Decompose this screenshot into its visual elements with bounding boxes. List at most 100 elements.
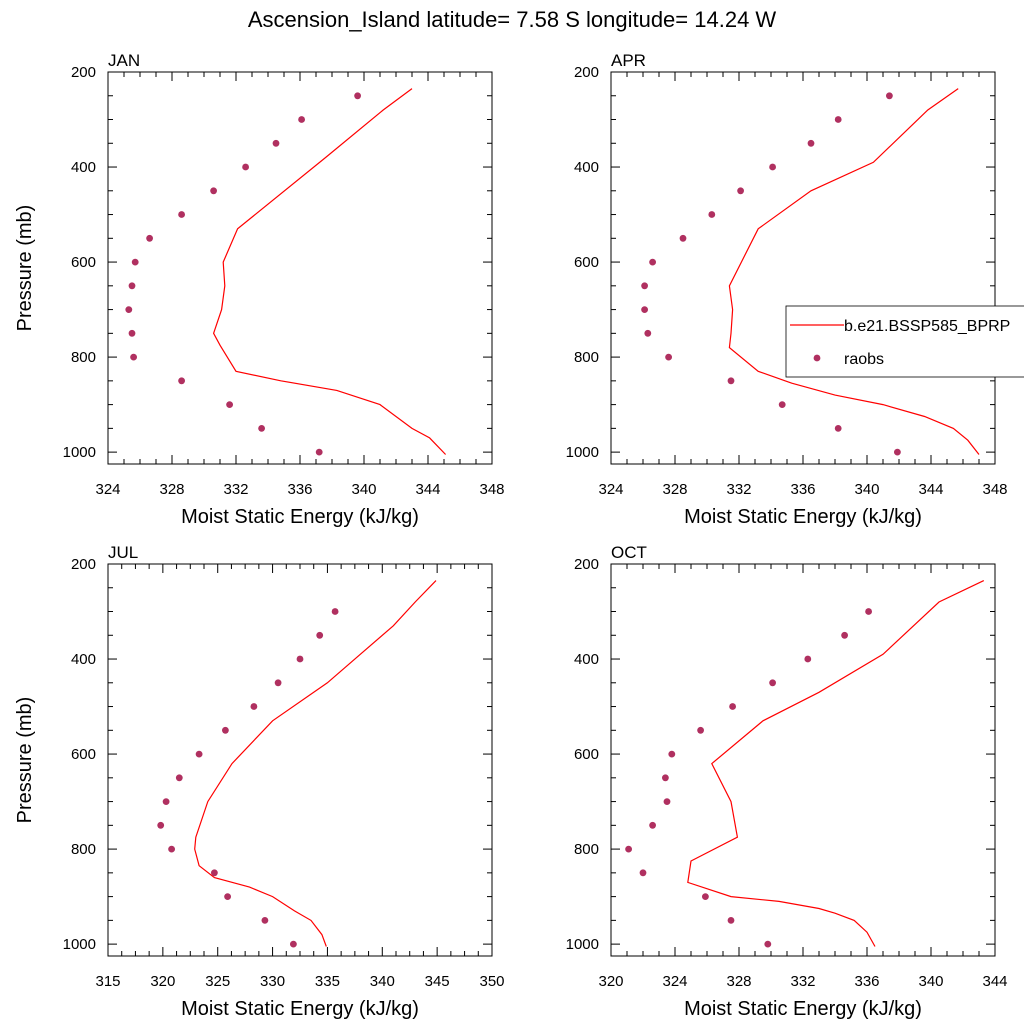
raobs-point <box>128 329 136 337</box>
x-tick-label: 330 <box>260 973 285 990</box>
raobs-point <box>146 234 154 242</box>
raobs-point <box>274 679 282 687</box>
raobs-point <box>315 448 323 456</box>
raobs-point <box>727 917 735 924</box>
panel-title: APR <box>611 51 646 70</box>
raobs-point <box>222 726 229 734</box>
raobs-point <box>211 869 218 877</box>
raobs-point <box>662 774 669 782</box>
raobs-point <box>195 750 203 758</box>
raobs-point <box>702 893 709 900</box>
raobs-point <box>125 306 133 313</box>
panel-jan: JAN 324 328 332 336 340 344 348 200 400 600 800 1000… <box>14 51 505 528</box>
raobs-point <box>128 282 136 290</box>
legend-label: b.e21.BSSP585_BPRP <box>844 318 1010 335</box>
raobs-point <box>261 917 269 924</box>
raobs-point <box>644 329 652 337</box>
raobs-point <box>258 425 265 432</box>
raobs-point <box>834 116 842 123</box>
panel-title: JAN <box>108 51 140 70</box>
model-profile-line <box>212 88 447 455</box>
raobs-point <box>168 845 176 853</box>
x-tick-label: 336 <box>790 481 815 498</box>
x-tick-label: 325 <box>205 973 230 990</box>
raobs-point <box>210 187 218 195</box>
x-axis-label: Moist Static Energy (kJ/kg) <box>684 998 922 1020</box>
y-tick-label: 1000 <box>63 444 96 461</box>
y-tick-label: 400 <box>71 651 96 668</box>
x-tick-label: 335 <box>315 973 340 990</box>
x-tick-label: 332 <box>223 481 248 498</box>
y-tick-label: 200 <box>574 556 599 573</box>
x-tick-label: 344 <box>918 481 943 498</box>
raobs-point <box>697 726 704 734</box>
raobs-point <box>175 774 183 782</box>
raobs-point <box>226 401 234 408</box>
raobs-point <box>641 282 648 290</box>
panels: JAN 324 328 332 336 340 344 348 200 400 600 800 1000… <box>14 51 1008 1020</box>
x-tick-label: 328 <box>159 481 184 498</box>
raobs-point <box>729 703 736 710</box>
raobs-point <box>130 353 138 361</box>
x-axis-label: Moist Static Energy (kJ/kg) <box>181 506 419 528</box>
model-profile-line <box>194 580 437 947</box>
x-tick-label: 350 <box>479 973 504 990</box>
x-tick-label: 324 <box>598 481 623 498</box>
x-tick-label: 340 <box>370 973 395 990</box>
x-tick-label: 348 <box>479 481 504 498</box>
raobs-point <box>641 306 648 313</box>
x-tick-label: 340 <box>351 481 376 498</box>
x-tick-label: 320 <box>150 973 175 990</box>
y-tick-label: 600 <box>71 746 96 763</box>
raobs-point <box>708 211 716 218</box>
model-profile-line <box>728 88 980 455</box>
x-tick-label: 340 <box>854 481 879 498</box>
figure-title: Ascension_Island latitude= 7.58 S longit… <box>248 7 777 32</box>
raobs-point <box>331 608 339 615</box>
raobs-point <box>316 631 324 639</box>
raobs-point <box>886 92 893 100</box>
raobs-point <box>625 845 632 853</box>
x-tick-label: 345 <box>425 973 450 990</box>
plot-frame <box>610 71 996 465</box>
raobs-point <box>663 798 671 805</box>
model-profile-line <box>687 580 985 947</box>
panel-jul: JUL 315 320 325 330 335 340 345 350 200 400 600 800 1… <box>14 543 505 1020</box>
x-tick-label: 328 <box>726 973 751 990</box>
legend-label: raobs <box>844 351 884 368</box>
y-tick-label: 600 <box>71 254 96 271</box>
y-tick-label: 200 <box>574 64 599 81</box>
raobs-point <box>178 377 186 385</box>
y-tick-label: 400 <box>574 651 599 668</box>
y-axis-label: Pressure (mb) <box>14 697 36 824</box>
y-tick-label: 400 <box>71 159 96 176</box>
y-tick-label: 800 <box>574 841 599 858</box>
raobs-point <box>224 893 232 900</box>
y-tick-label: 800 <box>71 841 96 858</box>
panel-oct: OCT 320 324 328 332 336 340 344 200 400 600 800 1000… <box>566 543 1008 1020</box>
raobs-point <box>272 139 280 147</box>
y-tick-label: 600 <box>574 254 599 271</box>
x-tick-label: 348 <box>982 481 1007 498</box>
y-tick-label: 1000 <box>566 936 599 953</box>
x-tick-label: 344 <box>415 481 440 498</box>
raobs-point <box>834 425 842 432</box>
y-tick-label: 800 <box>574 349 599 366</box>
x-tick-label: 328 <box>662 481 687 498</box>
panel-title: JUL <box>108 543 138 562</box>
raobs-point <box>804 655 812 663</box>
x-axis-label: Moist Static Energy (kJ/kg) <box>181 998 419 1020</box>
raobs-point <box>865 608 872 615</box>
x-tick-label: 332 <box>790 973 815 990</box>
y-tick-label: 800 <box>71 349 96 366</box>
x-tick-label: 344 <box>982 973 1007 990</box>
raobs-point <box>639 869 647 877</box>
plot-frame <box>107 563 493 957</box>
raobs-point <box>841 631 848 639</box>
raobs-point <box>665 353 672 361</box>
raobs-point <box>737 187 744 195</box>
panel-apr: APR 324 328 332 336 340 344 348 200 400 600 800 1000… <box>566 51 1008 528</box>
raobs-point <box>162 798 170 805</box>
legend-marker-swatch <box>813 354 821 362</box>
